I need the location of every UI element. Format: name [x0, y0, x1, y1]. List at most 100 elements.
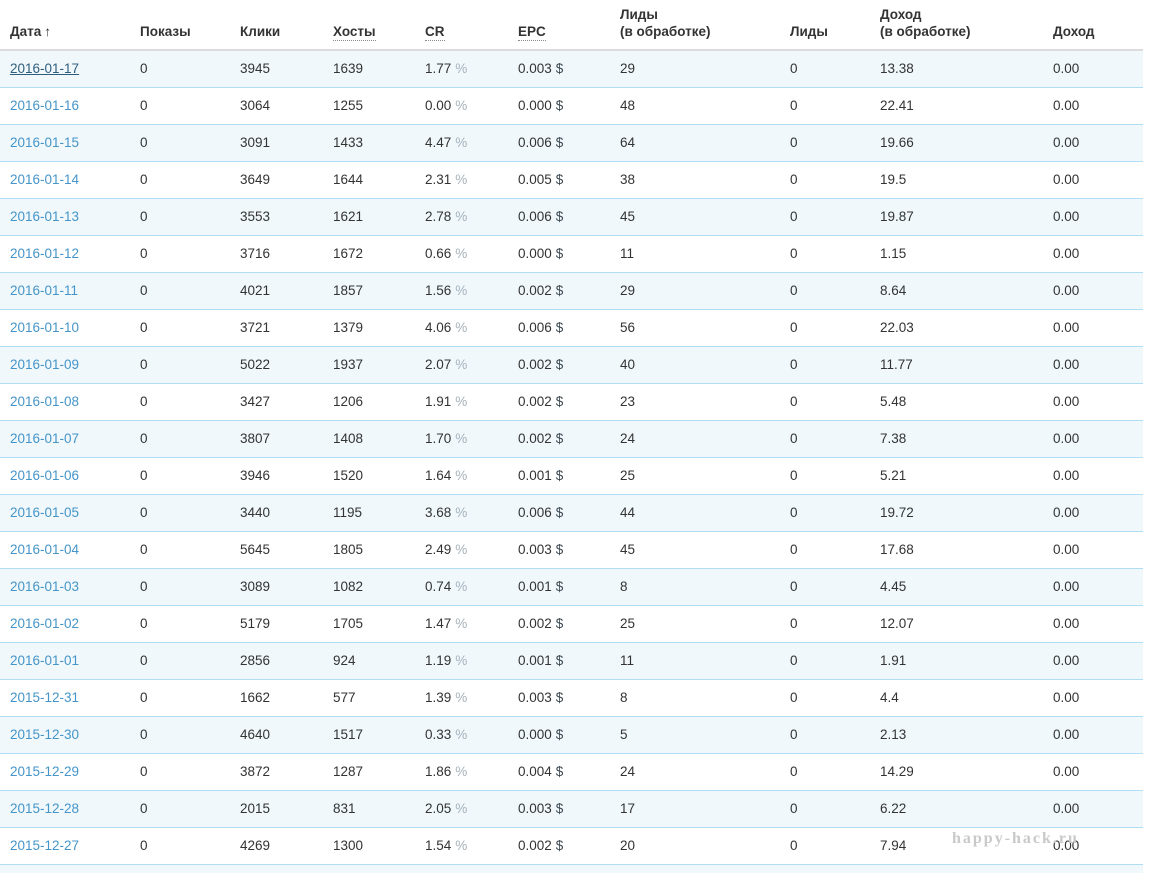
column-header-epc[interactable]: EPC — [508, 0, 610, 51]
cell-value: 1.86 — [425, 764, 452, 779]
date-link[interactable]: 2015-12-28 — [10, 801, 80, 816]
cell-date: 2015-12-28 — [0, 790, 130, 828]
cell-hosts: 577 — [323, 679, 415, 717]
cell-leads-processing: 29 — [610, 272, 780, 310]
cell-cr: 1.56% — [415, 272, 508, 310]
cell-clicks: 3716 — [230, 235, 323, 273]
cell-clicks: 2015 — [230, 790, 323, 828]
table-row: 2016-01-14 0 3649 1644 2.31% 0.005 $38 0 19.5 0.0… — [0, 161, 1143, 199]
date-link[interactable]: 2016-01-06 — [10, 468, 80, 483]
cell-income-processing: 14.29 — [870, 753, 1043, 791]
column-header-date[interactable]: Дата ↑ — [0, 0, 130, 51]
cell-value: 1.70 — [425, 431, 452, 446]
cell-leads-processing: 11 — [610, 235, 780, 273]
table-row: 2016-01-01 0 2856 924 1.19% 0.001 $11 0 1.91 0.00 — [0, 642, 1143, 680]
cell-impressions: 0 — [130, 716, 230, 754]
percent-sign: % — [455, 431, 468, 446]
cell-leads: 0 — [780, 568, 870, 606]
cell-income-processing: 12.07 — [870, 605, 1043, 643]
column-header-cr[interactable]: CR — [415, 0, 508, 51]
cell-leads: 0 — [780, 642, 870, 680]
column-header-date-label: Дата — [10, 24, 42, 39]
date-link[interactable]: 2016-01-13 — [10, 209, 80, 224]
cell-leads: 0 — [780, 50, 870, 88]
cell-value: 1.77 — [425, 61, 452, 77]
cell-cr: 1.54% — [415, 827, 508, 865]
cell-value: 2.78 — [425, 209, 452, 224]
cell-clicks: 3064 — [230, 87, 323, 125]
cell-clicks: 2856 — [230, 642, 323, 680]
cell-date: 2016-01-03 — [0, 568, 130, 606]
date-link[interactable]: 2016-01-09 — [10, 357, 80, 372]
cell-value: 1.56 — [425, 283, 452, 298]
cell-impressions: 0 — [130, 420, 230, 458]
cell-impressions: 0 — [130, 457, 230, 495]
date-link[interactable]: 2016-01-04 — [10, 542, 80, 557]
cell-leads: 0 — [780, 272, 870, 310]
date-link[interactable]: 2016-01-02 — [10, 616, 80, 631]
cell-date: 2016-01-01 — [0, 642, 130, 680]
cell-clicks: 4640 — [230, 716, 323, 754]
cell-leads: 0 — [780, 679, 870, 717]
date-link[interactable]: 2016-01-15 — [10, 135, 80, 150]
date-link[interactable]: 2016-01-08 — [10, 394, 80, 409]
cell-income-processing: 4.45 — [870, 568, 1043, 606]
percent-sign: % — [455, 172, 468, 187]
cell-leads: 0 — [780, 753, 870, 791]
date-link[interactable]: 2015-12-31 — [10, 690, 80, 705]
date-link[interactable]: 2016-01-16 — [10, 98, 80, 113]
cell-leads: 0 — [780, 235, 870, 273]
table-row: 2015-12-30 0 4640 1517 0.33% 0.000 $5 0 2.13 0.00 — [0, 716, 1143, 754]
cell-income-processing: 19.72 — [870, 494, 1043, 532]
cell-income-processing: 19.87 — [870, 198, 1043, 236]
cell-date: 2016-01-08 — [0, 383, 130, 421]
date-link[interactable]: 2016-01-14 — [10, 172, 80, 187]
date-link[interactable]: 2016-01-05 — [10, 505, 80, 520]
cell-leads: 0 — [780, 198, 870, 236]
cell-hosts: 1857 — [323, 272, 415, 310]
date-link[interactable]: 2016-01-10 — [10, 320, 80, 335]
cell-leads: 0 — [780, 161, 870, 199]
cell-leads-processing: 64 — [610, 124, 780, 162]
column-header-leads-processing: Лиды (в обработке) — [610, 0, 780, 51]
date-link[interactable]: 2016-01-03 — [10, 579, 80, 594]
cell-leads-processing: 8 — [610, 679, 780, 717]
cell-impressions: 0 — [130, 383, 230, 421]
dollar-sign: $ — [555, 468, 564, 483]
cell-cr: 1.91% — [415, 383, 508, 421]
dollar-sign: $ — [555, 579, 564, 594]
date-link[interactable]: 2016-01-07 — [10, 431, 80, 446]
cell-hosts: 1287 — [323, 753, 415, 791]
cell-value: 0.000 — [518, 98, 552, 113]
cell-date: 2016-01-17 — [0, 50, 130, 88]
date-link[interactable]: 2016-01-17 — [10, 61, 80, 77]
cell-leads: 0 — [780, 605, 870, 643]
cell-value: 0.001 — [518, 579, 552, 594]
percent-sign: % — [455, 98, 468, 113]
cell-impressions: 0 — [130, 272, 230, 310]
column-header-hosts[interactable]: Хосты — [323, 0, 415, 51]
cell-value: 0.001 — [518, 468, 552, 483]
cell-cr: 1.70% — [415, 420, 508, 458]
table-row: 2016-01-16 0 3064 1255 0.00% 0.000 $48 0 22.41 0.… — [0, 87, 1143, 125]
date-link[interactable]: 2016-01-11 — [10, 283, 79, 298]
cell-hosts: 1082 — [323, 568, 415, 606]
cell-value: 0.006 — [518, 135, 552, 150]
date-link[interactable]: 2015-12-29 — [10, 764, 80, 779]
cell-hosts: 1206 — [323, 383, 415, 421]
cell-cr: 0.00% — [415, 87, 508, 125]
percent-sign: % — [455, 246, 468, 261]
date-link[interactable]: 2016-01-12 — [10, 246, 80, 261]
cell-cr: 0.33% — [415, 716, 508, 754]
cell-hosts: 1805 — [323, 531, 415, 569]
percent-sign: % — [455, 468, 468, 483]
cell-income: 0.00 — [1043, 531, 1143, 569]
date-link[interactable]: 2015-12-30 — [10, 727, 80, 742]
cell-value: 0.002 — [518, 357, 552, 372]
cell-cr: 2.31% — [415, 161, 508, 199]
cell-value: 2.07 — [425, 357, 452, 372]
cell-impressions: 0 — [130, 827, 230, 865]
date-link[interactable]: 2015-12-27 — [10, 838, 80, 853]
date-link[interactable]: 2016-01-01 — [10, 653, 80, 668]
cell-value: 0.002 — [518, 838, 552, 853]
